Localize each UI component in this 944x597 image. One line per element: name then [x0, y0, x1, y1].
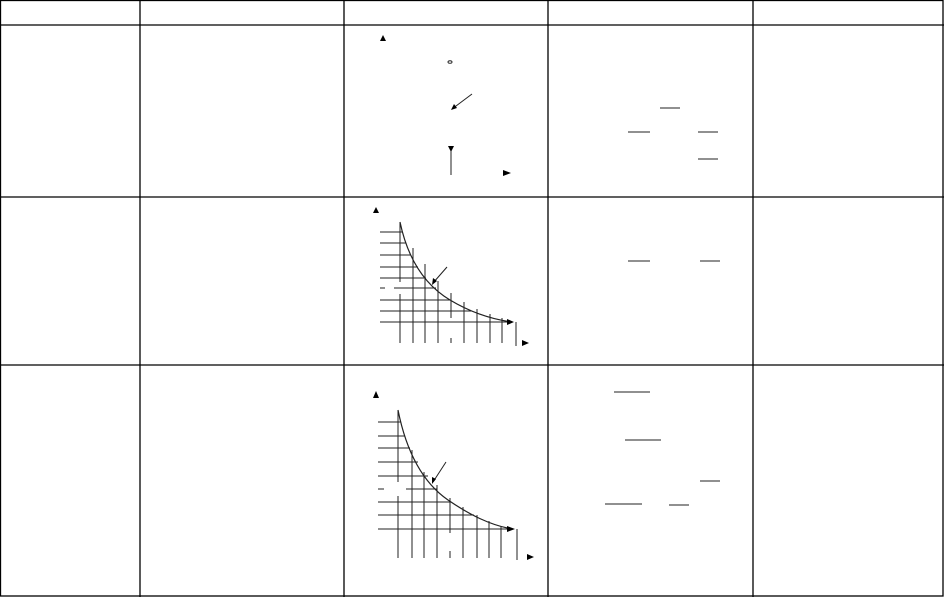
arrow-right-icon [503, 170, 511, 176]
curve [397, 409, 513, 530]
diagram-row-2 [373, 207, 529, 346]
grid-lines [380, 222, 517, 346]
curve-arrow-icon [507, 319, 514, 325]
arrow-up-icon [373, 391, 379, 398]
arrow-down-icon [448, 146, 454, 152]
curve-arrow-icon [507, 526, 515, 532]
pointer-arrow-icon [432, 461, 447, 484]
pointer-arrow-icon [451, 93, 473, 110]
fraction-bars [605, 107, 720, 506]
point-marker [447, 60, 453, 64]
arrow-up-icon [380, 35, 386, 41]
arrow-right-icon [522, 340, 529, 346]
arrow-right-icon [527, 554, 534, 560]
arrow-up-icon [373, 207, 379, 213]
diagram-row-1 [380, 35, 511, 176]
curve [399, 221, 513, 323]
pointer-arrow-icon [432, 266, 448, 285]
grid-lines [378, 410, 518, 560]
diagram-row-3 [373, 391, 534, 560]
